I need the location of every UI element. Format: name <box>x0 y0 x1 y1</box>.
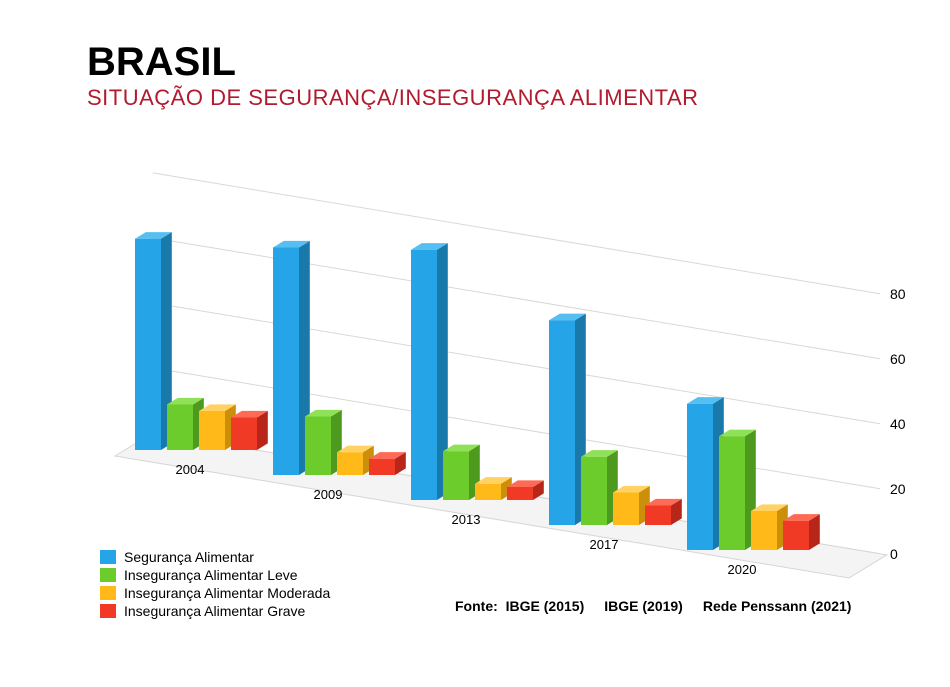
bar-front <box>369 459 395 475</box>
y-tick-label: 60 <box>890 351 906 367</box>
bar-front <box>719 436 745 550</box>
gridline <box>153 238 880 359</box>
legend-item: Insegurança Alimentar Leve <box>100 566 330 584</box>
legend-label: Insegurança Alimentar Grave <box>124 602 305 620</box>
y-tick-label: 0 <box>890 546 898 562</box>
bar-front <box>645 506 671 526</box>
title-sub: SITUAÇÃO DE SEGURANÇA/INSEGURANÇA ALIMEN… <box>87 85 699 111</box>
bar-front <box>443 451 469 500</box>
legend-swatch <box>100 586 116 600</box>
source-citation: Fonte: IBGE (2015) IBGE (2019) Rede Penssa… <box>455 598 871 614</box>
x-category-label: 2004 <box>176 462 205 477</box>
source-item: Rede Penssann (2021) <box>703 598 852 614</box>
bar-front <box>167 405 193 451</box>
legend-swatch <box>100 604 116 618</box>
bar-front <box>305 417 331 476</box>
gridline <box>153 303 880 424</box>
bar-front <box>231 418 257 451</box>
bar-front <box>783 521 809 550</box>
legend-label: Segurança Alimentar <box>124 548 254 566</box>
source-item: IBGE (2019) <box>604 598 683 614</box>
y-tick-label: 40 <box>890 416 906 432</box>
bar-front <box>613 493 639 526</box>
x-category-label: 2017 <box>590 537 619 552</box>
legend-swatch <box>100 568 116 582</box>
legend-label: Insegurança Alimentar Moderada <box>124 584 330 602</box>
bar-side <box>257 411 268 450</box>
y-tick-label: 20 <box>890 481 906 497</box>
x-category-label: 2020 <box>728 562 757 577</box>
legend-item: Segurança Alimentar <box>100 548 330 566</box>
x-category-label: 2009 <box>314 487 343 502</box>
x-category-label: 2013 <box>452 512 481 527</box>
bar-front <box>337 452 363 475</box>
legend-item: Insegurança Alimentar Moderada <box>100 584 330 602</box>
bar-front <box>199 411 225 450</box>
legend: Segurança AlimentarInsegurança Alimentar… <box>100 548 330 620</box>
bar-front <box>751 511 777 550</box>
bar-front <box>475 484 501 500</box>
title-main: BRASIL <box>87 40 699 85</box>
bar-front <box>135 239 161 450</box>
title-block: BRASIL SITUAÇÃO DE SEGURANÇA/INSEGURANÇA… <box>87 40 699 111</box>
bar-front <box>411 250 437 500</box>
gridline <box>153 173 880 294</box>
legend-item: Insegurança Alimentar Grave <box>100 602 330 620</box>
source-item: IBGE (2015) <box>506 598 585 614</box>
bar-front <box>507 487 533 500</box>
source-prefix: Fonte: <box>455 598 502 614</box>
bar-front <box>687 404 713 550</box>
bar-front <box>549 320 575 525</box>
legend-label: Insegurança Alimentar Leve <box>124 566 298 584</box>
bar-front <box>273 248 299 476</box>
y-tick-label: 80 <box>890 286 906 302</box>
chart-3d-bar: 02040608020042009201320172020 <box>0 140 950 560</box>
bar-front <box>581 457 607 525</box>
legend-swatch <box>100 550 116 564</box>
